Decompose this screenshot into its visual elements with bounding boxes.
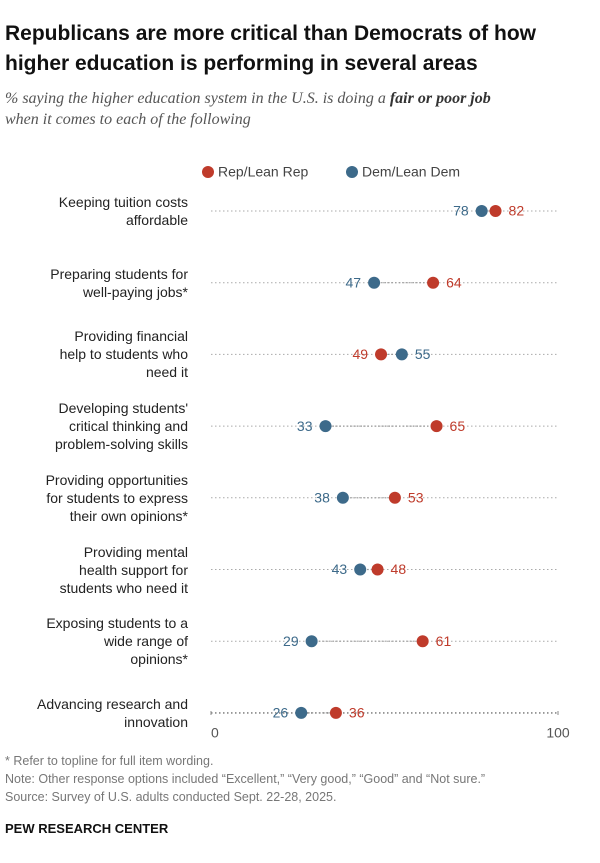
dot [368, 276, 381, 289]
dot [336, 491, 349, 504]
dot [475, 205, 488, 217]
dot [489, 205, 502, 217]
category-label: Developing students' critical thinking a… [54, 400, 188, 453]
dot [319, 420, 332, 433]
subtitle-text: % saying the higher education system in … [5, 90, 390, 107]
category-label: Keeping tuition costs affordable [58, 194, 188, 228]
value-label: 26 [273, 705, 289, 721]
dot [354, 563, 367, 576]
dot [395, 348, 408, 361]
value-label: 29 [283, 633, 299, 649]
note: Note: Other response options included “E… [5, 772, 486, 786]
value-label: 61 [436, 633, 452, 649]
value-label: 36 [349, 705, 365, 721]
value-label: 65 [450, 418, 466, 434]
value-label: 38 [314, 490, 330, 506]
category-label: Providing opportunities for students to … [45, 471, 188, 524]
legend-label: Dem/Lean Dem [362, 164, 460, 180]
category-label: Advancing research and innovation [37, 695, 188, 730]
source-org: PEW RESEARCH CENTER [5, 821, 169, 836]
value-label: 55 [415, 346, 431, 362]
value-label: 43 [332, 561, 348, 577]
chart-title: Republicans are more critical than Democ… [5, 22, 536, 75]
legend-marker [202, 166, 214, 178]
dot [416, 635, 429, 648]
x-tick-label: 0 [211, 725, 219, 741]
subtitle-text: when it comes to each of the following [5, 111, 251, 128]
value-label: 49 [352, 346, 368, 362]
dot [305, 635, 318, 648]
note: Source: Survey of U.S. adults conducted … [5, 790, 337, 804]
notes: * Refer to topline for full item wording… [5, 752, 485, 806]
dot [388, 491, 401, 504]
value-label: 48 [391, 561, 407, 577]
value-label: 53 [408, 490, 424, 506]
dot [430, 420, 443, 433]
dot [427, 276, 440, 289]
chart-subtitle: % saying the higher education system in … [5, 88, 491, 130]
category-label: Preparing students for well-paying jobs* [50, 265, 188, 300]
dot [375, 348, 388, 361]
category-label: Providing mental health support for stud… [59, 543, 188, 596]
category-label: Exposing students to a wide range of opi… [46, 615, 188, 668]
value-label: 33 [297, 418, 313, 434]
value-label: 64 [446, 274, 462, 290]
x-tick-label: 100 [546, 725, 570, 741]
legend-label: Rep/Lean Rep [218, 164, 309, 180]
value-label: 47 [346, 274, 362, 290]
subtitle-emphasis: fair or poor job [389, 90, 491, 107]
category-label: Providing financial help to students who… [59, 328, 188, 381]
value-label: 78 [453, 203, 469, 219]
dot [329, 706, 342, 719]
note: * Refer to topline for full item wording… [5, 754, 214, 768]
value-label: 82 [509, 203, 525, 219]
dot [295, 706, 308, 719]
legend-marker [346, 166, 358, 178]
dot [371, 563, 384, 576]
